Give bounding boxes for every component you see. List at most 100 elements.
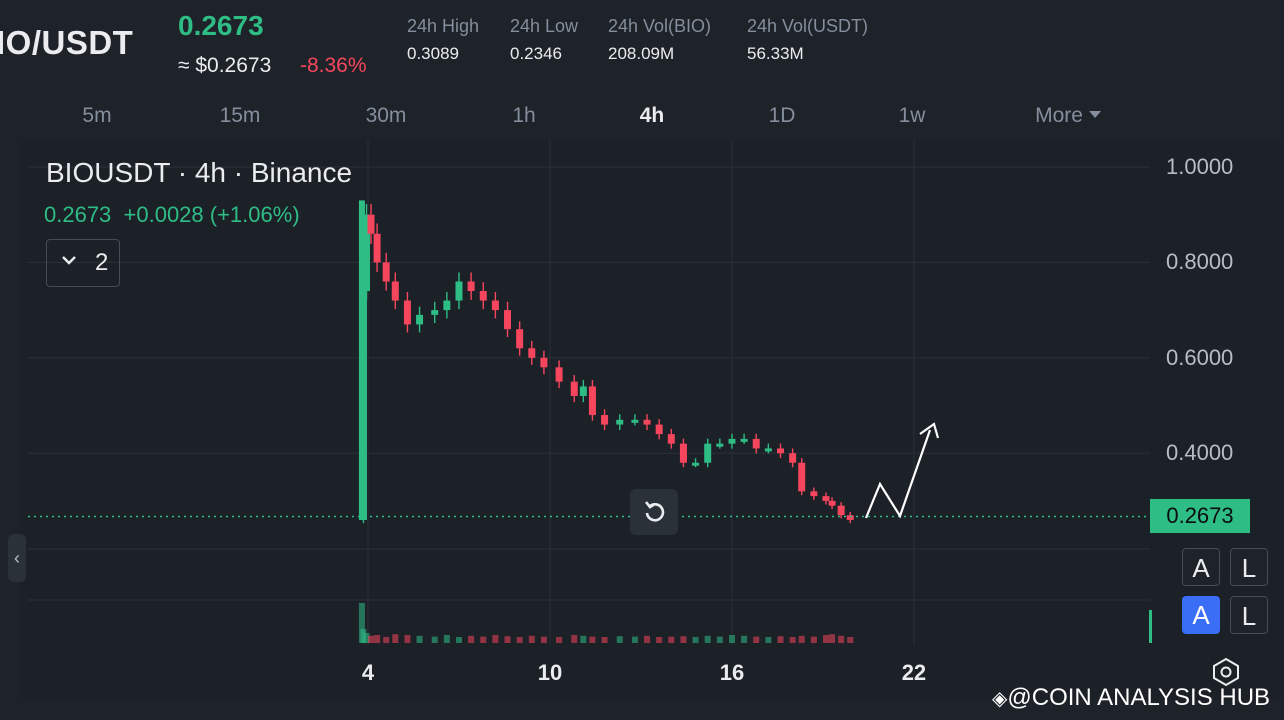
volume-bar: [798, 635, 805, 643]
chart-legend-values: 0.2673 +0.0028 (+1.06%): [44, 202, 300, 227]
candle: [455, 281, 463, 301]
candle: [362, 214, 370, 292]
volume-bar: [580, 635, 587, 643]
candle: [570, 381, 578, 396]
price-change-percent: -8.36%: [300, 54, 367, 77]
volume-auto-scale-button[interactable]: A: [1182, 596, 1220, 634]
stat-24h-vol-base: 24h Vol(BIO) 208.09M: [608, 16, 711, 64]
volume-bar: [847, 637, 854, 643]
stat-24h-high: 24h High 0.3089: [407, 16, 479, 64]
volume-bar: [741, 635, 748, 643]
volume-bar: [528, 635, 535, 643]
watermark-text: ◈@COIN ANALYSIS HUB: [992, 684, 1270, 712]
side-panel-toggle[interactable]: ‹: [8, 534, 26, 582]
volume-bar: [443, 635, 450, 643]
candle: [367, 214, 375, 234]
reset-icon: [644, 501, 665, 522]
candle: [491, 300, 499, 311]
auto-scale-button[interactable]: A: [1182, 548, 1220, 586]
candle: [822, 496, 830, 501]
candle: [601, 415, 609, 425]
tab-1d[interactable]: 1D: [768, 104, 796, 127]
tab-15m[interactable]: 15m: [219, 104, 261, 127]
binance-logo-icon: ◈: [992, 688, 1008, 710]
stat-24h-low: 24h Low 0.2346: [510, 16, 578, 64]
candle: [837, 505, 845, 516]
volume-bar: [540, 636, 547, 643]
candle: [504, 310, 512, 330]
stat-24h-vol-quote: 24h Vol(USDT) 56.33M: [747, 16, 868, 64]
candle: [579, 386, 587, 396]
volume-bar: [692, 637, 699, 643]
x-tick-label: 4: [361, 660, 375, 685]
candle: [810, 491, 818, 497]
volume-bar: [644, 635, 651, 643]
candle: [776, 448, 784, 454]
candle: [846, 515, 854, 520]
candle: [789, 453, 797, 463]
volume-bar: [556, 637, 563, 643]
candle: [373, 233, 381, 263]
tab-5m[interactable]: 5m: [82, 104, 112, 127]
volume-bar: [728, 635, 735, 643]
candle: [716, 443, 724, 447]
volume-bar: [680, 636, 687, 643]
volume-bar: [589, 636, 596, 643]
volume-bar: [656, 637, 663, 643]
volume-bar: [753, 636, 760, 643]
indicator-count: 2: [95, 249, 109, 276]
volume-bar: [455, 637, 462, 643]
volume-bar: [468, 635, 475, 643]
volume-bar: [358, 603, 365, 643]
volume-bar: [492, 635, 499, 643]
x-tick-label: 22: [901, 660, 927, 685]
chevron-down-icon: [62, 256, 76, 265]
volume-bar: [838, 635, 845, 643]
volume-bar: [631, 636, 638, 643]
chart-area[interactable]: [20, 140, 1284, 700]
candle: [479, 291, 487, 301]
candle: [382, 262, 390, 282]
candle: [704, 443, 712, 463]
candle: [752, 438, 760, 449]
stat-label: 24h Vol(USDT): [747, 16, 869, 36]
tab-1w[interactable]: 1w: [898, 104, 926, 127]
tab-more[interactable]: More: [1035, 104, 1101, 128]
volume-bar: [374, 635, 381, 643]
indicator-collapse-button[interactable]: 2: [46, 239, 120, 287]
volume-bar: [704, 635, 711, 643]
tab-1h[interactable]: 1h: [512, 104, 536, 127]
tab-30m[interactable]: 30m: [365, 104, 407, 127]
y-tick-label: 0.8000: [1166, 249, 1234, 275]
candle: [655, 424, 663, 435]
stat-label: 24h Low: [510, 16, 579, 36]
candle: [679, 443, 687, 463]
volume-bar: [504, 636, 511, 643]
reset-chart-button[interactable]: [630, 489, 678, 535]
y-tick-label: 0.6000: [1166, 344, 1234, 370]
volume-bar: [829, 634, 836, 643]
candle: [443, 300, 451, 311]
candle: [764, 448, 772, 452]
stat-value: 0.2346: [510, 44, 562, 63]
x-tick-label: 10: [537, 660, 563, 685]
tab-4h[interactable]: 4h: [639, 104, 665, 127]
candle: [631, 419, 639, 423]
projection-arrow-head: [919, 422, 940, 439]
settings-icon[interactable]: [1210, 656, 1242, 688]
volume-bars: [358, 603, 1152, 643]
log-scale-button[interactable]: L: [1230, 548, 1268, 586]
stat-label: 24h High: [407, 16, 480, 36]
volume-log-scale-button[interactable]: L: [1230, 596, 1268, 634]
candle: [616, 419, 624, 425]
volume-bar: [822, 635, 829, 643]
stat-value: 0.3089: [407, 44, 459, 63]
candle: [828, 500, 836, 506]
volume-bar: [392, 634, 399, 643]
last-price: 0.2673: [178, 10, 264, 41]
candle: [588, 386, 596, 416]
volume-bar: [363, 633, 370, 643]
watermark-label: @COIN ANALYSIS HUB: [1007, 684, 1271, 711]
more-label: More: [1035, 104, 1083, 127]
